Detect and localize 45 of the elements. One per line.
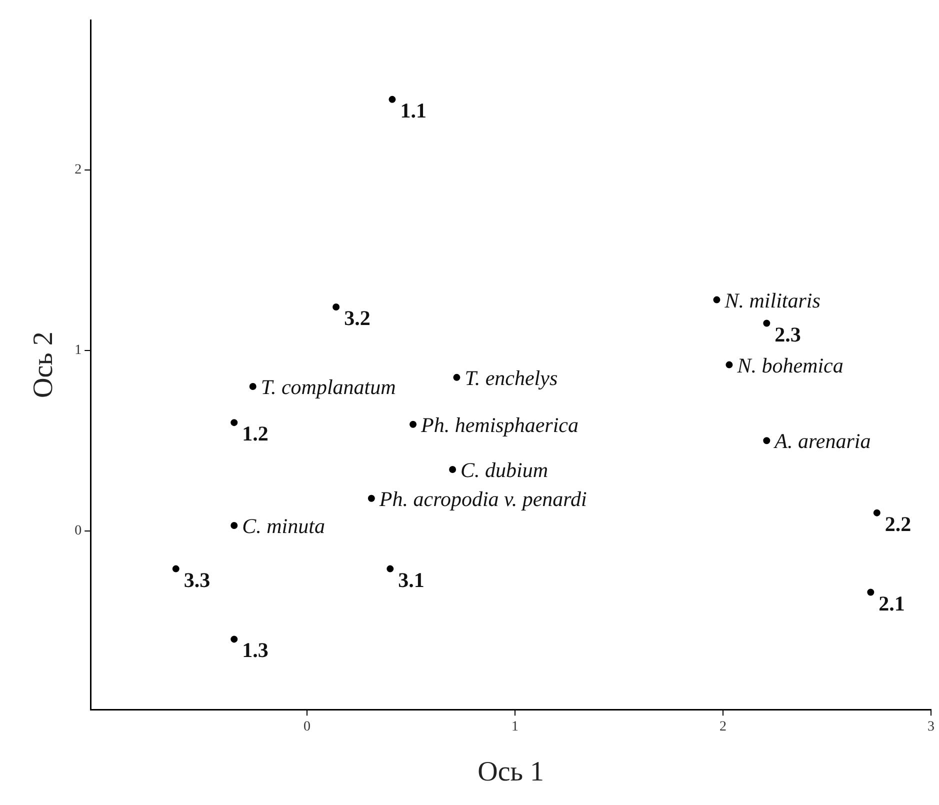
point	[332, 304, 340, 311]
point	[449, 466, 456, 474]
x-axis-title: Ось 1	[478, 756, 544, 788]
annotation: 1.1	[400, 98, 426, 122]
point	[410, 420, 417, 428]
annotation: C. dubium	[460, 458, 548, 482]
point	[249, 382, 256, 390]
annotation: 2.2	[884, 512, 912, 536]
x-tick-label: 2	[719, 720, 726, 735]
annotation: 1.2	[242, 422, 268, 446]
point	[763, 320, 770, 327]
annotation: T. complanatum	[260, 374, 396, 399]
point	[388, 96, 396, 103]
point	[230, 419, 238, 426]
annotation: 3.1	[398, 568, 424, 592]
annotation: Ph. hemisphaerica	[420, 412, 579, 437]
annotation: A. arenaria	[772, 429, 871, 454]
annotation: 2.3	[774, 322, 801, 346]
point	[230, 522, 238, 529]
annotation: 2.1	[878, 591, 905, 616]
x-tick-label: 0	[303, 720, 310, 735]
annotation: N. militaris	[724, 288, 820, 312]
point	[368, 494, 375, 502]
y-axis-title: Ось 2	[28, 332, 60, 398]
annotation: N. bohemica	[736, 353, 844, 378]
y-tick-label: 1	[74, 343, 82, 358]
annotation: 1.3	[242, 638, 268, 662]
annotation: Ph. acropodia v. penardi	[378, 486, 588, 511]
point	[867, 588, 874, 596]
annotation: C. minuta	[242, 514, 325, 538]
annotation: 3.3	[184, 568, 210, 592]
point	[386, 565, 394, 572]
point	[230, 636, 238, 643]
point	[172, 565, 180, 572]
annotation: 3.2	[344, 306, 370, 330]
point	[873, 509, 880, 516]
point	[763, 437, 770, 444]
y-tick-label: 2	[74, 162, 82, 178]
annotation: T. enchelys	[464, 366, 558, 390]
point	[453, 374, 460, 381]
x-tick-label: 3	[928, 720, 934, 735]
point	[713, 296, 720, 304]
point	[726, 361, 733, 368]
x-tick-label: 1	[511, 720, 518, 735]
y-tick-label: 0	[74, 524, 82, 539]
